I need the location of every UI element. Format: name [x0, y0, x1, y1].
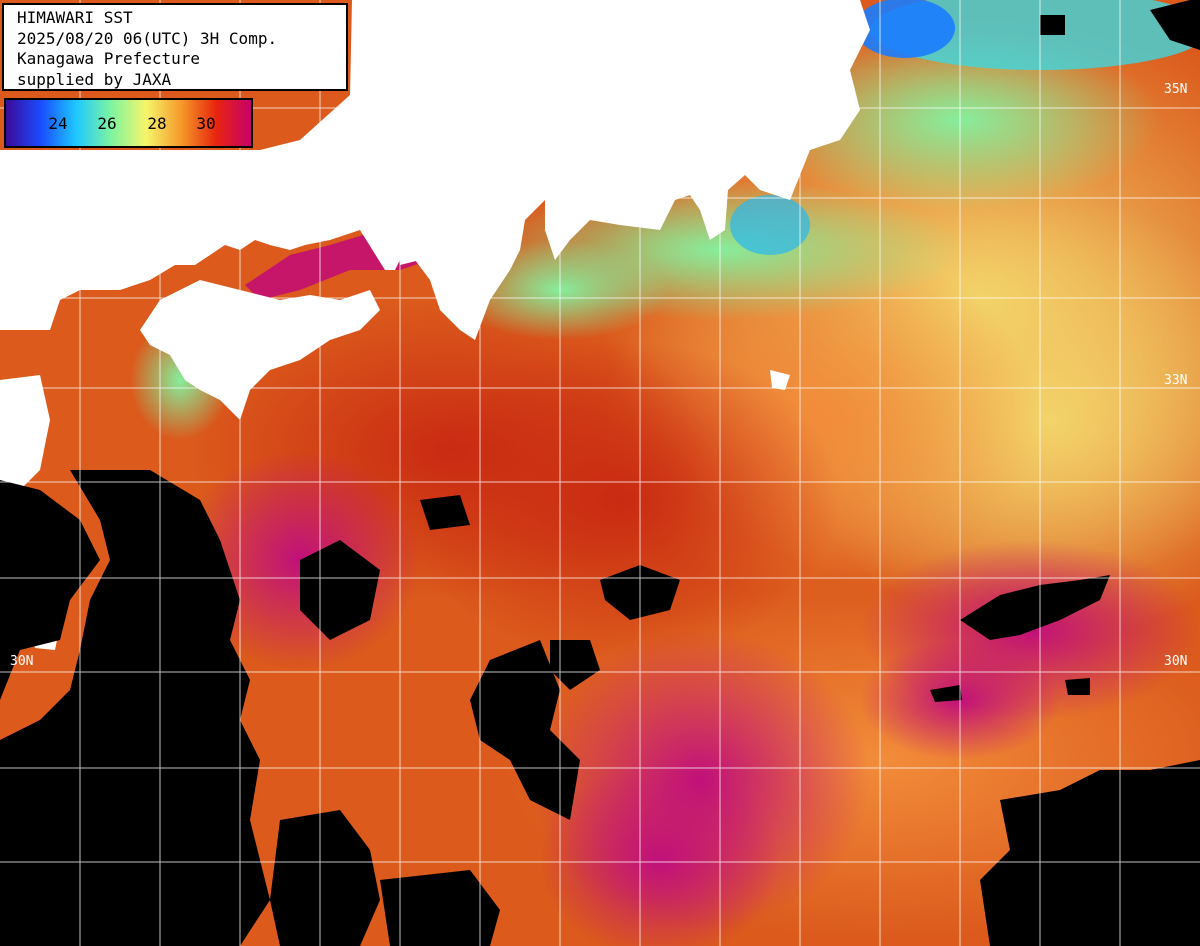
temperature-legend: 24 26 28 30 — [4, 98, 253, 148]
land-honshu — [0, 0, 870, 340]
legend-tick-30: 30 — [196, 114, 216, 133]
supplier: supplied by JAXA — [17, 69, 172, 89]
provider-region: Kanagawa Prefecture — [17, 49, 201, 68]
info-box: HIMAWARI SST 2025/08/20 06(UTC) 3H Comp.… — [2, 3, 348, 91]
product-title: HIMAWARI SST — [17, 8, 133, 27]
lat-label-35n: 35N — [1164, 82, 1188, 97]
legend-tick-28: 28 — [147, 114, 167, 133]
lat-label-33n: 33N — [1164, 373, 1188, 388]
legend-tick-26: 26 — [97, 114, 117, 133]
lat-label-30n-left: 30N — [10, 654, 34, 669]
lon-label-136e: 136E — [481, 2, 496, 34]
timestamp: 2025/08/20 06(UTC) 3H Comp. — [17, 28, 278, 48]
legend-tick-24: 24 — [48, 114, 68, 133]
lat-label-30n-right: 30N — [1164, 654, 1188, 669]
